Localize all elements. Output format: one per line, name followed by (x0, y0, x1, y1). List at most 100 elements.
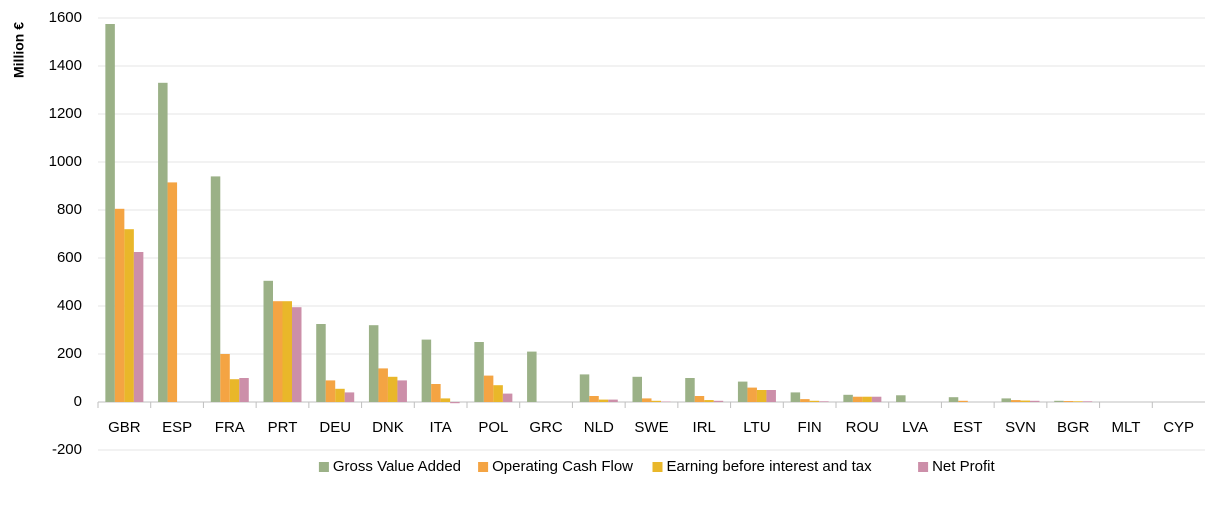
bar (1064, 401, 1074, 402)
bar (168, 182, 178, 402)
legend-label: Net Profit (932, 458, 995, 475)
x-tick-label: ITA (430, 419, 452, 436)
y-tick-label: 800 (57, 201, 82, 218)
bar (388, 377, 398, 402)
bar (589, 396, 599, 402)
bar (422, 340, 432, 402)
x-tick-label: EST (953, 419, 982, 436)
y-tick-label: 1000 (49, 153, 82, 170)
x-tick-label: CYP (1163, 419, 1194, 436)
bar (1021, 401, 1031, 402)
bar (484, 376, 494, 402)
bar (264, 281, 274, 402)
bar (397, 380, 407, 402)
x-tick-label: PRT (268, 419, 298, 436)
bar (608, 400, 618, 402)
x-tick-label: MLT (1111, 419, 1140, 436)
bar (872, 397, 882, 402)
legend-label: Earning before interest and tax (667, 458, 873, 475)
bar (378, 368, 388, 402)
bar (335, 389, 345, 402)
bar (326, 380, 336, 402)
bar (747, 388, 757, 402)
x-tick-label: POL (478, 419, 508, 436)
bar (450, 402, 460, 403)
x-tick-label: SVN (1005, 419, 1036, 436)
x-tick-label: GBR (108, 419, 141, 436)
legend-label: Gross Value Added (333, 458, 461, 475)
y-tick-label: 1200 (49, 105, 82, 122)
x-tick-label: NLD (584, 419, 614, 436)
legend-label: Operating Cash Flow (492, 458, 633, 475)
bar (896, 395, 906, 402)
bar (1011, 400, 1021, 402)
bar (134, 252, 144, 402)
bar (230, 379, 240, 402)
x-tick-label: DNK (372, 419, 404, 436)
bar (642, 398, 652, 402)
bar (105, 24, 115, 402)
y-axis-label: Million € (11, 22, 27, 78)
bar (158, 83, 168, 402)
legend-swatch (319, 462, 329, 472)
bar (704, 400, 714, 402)
bar (714, 401, 724, 402)
x-tick-label: LVA (902, 419, 928, 436)
legend-swatch (918, 462, 928, 472)
bar (819, 401, 829, 402)
bar (220, 354, 230, 402)
bar (292, 307, 302, 402)
bar (853, 397, 863, 402)
bar (503, 394, 513, 402)
y-tick-label: 0 (74, 393, 82, 410)
bar (493, 385, 503, 402)
bar (316, 324, 326, 402)
bar (345, 392, 355, 402)
bar (369, 325, 379, 402)
x-tick-label: SWE (634, 419, 668, 436)
bar (1073, 401, 1083, 402)
y-tick-label: -200 (52, 441, 82, 458)
bar (949, 397, 959, 402)
y-tick-label: 200 (57, 345, 82, 362)
bar (1083, 401, 1093, 402)
bar (1002, 398, 1012, 402)
bar (1054, 401, 1064, 402)
bar (599, 400, 609, 402)
y-tick-label: 400 (57, 297, 82, 314)
bar (283, 301, 293, 402)
bar (580, 374, 590, 402)
x-tick-label: FRA (215, 419, 245, 436)
x-tick-label: FIN (798, 419, 822, 436)
bar (791, 392, 801, 402)
y-tick-label: 600 (57, 249, 82, 266)
x-tick-label: BGR (1057, 419, 1090, 436)
x-tick-label: GRC (529, 419, 563, 436)
bar (766, 390, 776, 402)
x-tick-label: LTU (743, 419, 770, 436)
bar (633, 377, 643, 402)
x-tick-label: DEU (319, 419, 351, 436)
bar (441, 398, 451, 402)
x-tick-label: IRL (693, 419, 716, 436)
x-tick-label: ESP (162, 419, 192, 436)
legend-swatch (653, 462, 663, 472)
bar (474, 342, 484, 402)
bar (1030, 401, 1040, 402)
bar (738, 382, 748, 402)
bar (843, 395, 853, 402)
bar (695, 396, 705, 402)
bar (124, 229, 134, 402)
bar (431, 384, 441, 402)
bar (239, 378, 249, 402)
bar (652, 401, 662, 402)
bar (958, 401, 968, 402)
y-tick-label: 1600 (49, 9, 82, 26)
bar (862, 397, 872, 402)
x-tick-label: ROU (846, 419, 879, 436)
bar (810, 401, 820, 402)
bar (273, 301, 283, 402)
bar (211, 176, 221, 402)
bar (685, 378, 695, 402)
